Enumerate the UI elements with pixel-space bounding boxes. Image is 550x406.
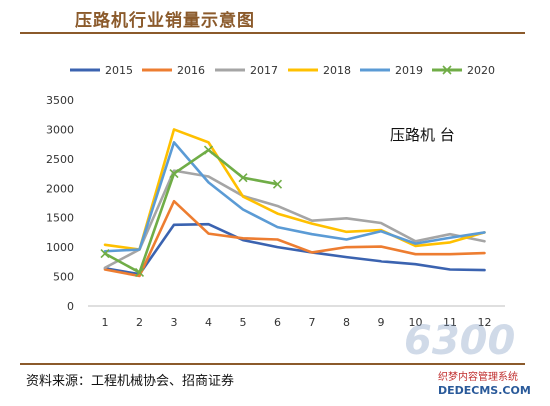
y-tick-label: 1000: [46, 241, 74, 254]
y-tick-label: 3000: [46, 123, 74, 136]
legend-item-2020: 2020: [432, 64, 495, 77]
marker-stroke: [272, 179, 283, 189]
y-tick-label: 2000: [46, 182, 74, 195]
legend-item-2015: 2015: [70, 64, 133, 77]
chart-legend: 2015 2016 2017 2018 2019 2020: [70, 64, 495, 77]
sales-line-chart: 2015 2016 2017 2018 2019 2020 0 500 1000 1500 200…: [46, 64, 505, 329]
data-point-2020: [169, 169, 179, 179]
legend-label: 2019: [395, 64, 423, 77]
legend-marker: [442, 65, 452, 75]
x-tick-label: 9: [378, 316, 385, 329]
x-tick-label: 11: [443, 316, 457, 329]
x-axis: 1 2 3 4 5 6 7 8 9 10 11 12: [88, 305, 505, 329]
title-rule: [20, 32, 525, 34]
legend-item-2019: 2019: [360, 64, 423, 77]
legend-label: 2020: [467, 64, 495, 77]
x-tick-label: 8: [343, 316, 350, 329]
y-tick-label: 0: [67, 300, 74, 313]
legend-label: 2017: [250, 64, 278, 77]
series-line-2016: [103, 199, 486, 278]
series-line-2020: [103, 148, 279, 274]
source-note: 资料来源：工程机械协会、招商证券: [26, 374, 235, 389]
x-tick-label: 2: [136, 316, 143, 329]
data-point-2020: [100, 249, 110, 259]
marker-stroke: [134, 267, 145, 278]
chart-annotation: 压路机 台: [390, 126, 455, 144]
x-tick-label: 7: [309, 316, 316, 329]
x-tick-label: 10: [409, 316, 423, 329]
y-tick-label: 1500: [46, 212, 74, 225]
legend-label: 2015: [105, 64, 133, 77]
x-tick-label: 1: [102, 316, 109, 329]
watermark-line1: 织梦内容管理系统: [438, 372, 518, 383]
y-tick-label: 3500: [46, 94, 74, 107]
y-tick-label: 500: [53, 271, 74, 284]
series-line-2015: [103, 222, 486, 276]
legend-item-2017: 2017: [215, 64, 278, 77]
legend-label: 2016: [177, 64, 205, 77]
watermark-brand: 6300: [404, 318, 516, 364]
legend-item-2016: 2016: [142, 64, 205, 77]
data-point-2020: [238, 173, 248, 183]
data-point-2020: [203, 145, 214, 155]
data-point-2020: [272, 179, 283, 189]
legend-item-2018: 2018: [288, 64, 351, 77]
y-tick-label: 2500: [46, 153, 74, 166]
x-tick-label: 12: [478, 316, 492, 329]
marker-stroke: [169, 169, 179, 179]
legend-label: 2018: [323, 64, 351, 77]
x-tick-label: 5: [240, 316, 247, 329]
page-title: 压路机行业销量示意图: [75, 11, 255, 31]
series-lines: [100, 128, 486, 278]
series-line-2018: [103, 128, 486, 251]
marker-stroke: [238, 173, 248, 183]
data-point-2020: [134, 267, 145, 278]
marker-stroke: [203, 145, 214, 155]
y-axis: 0 500 1000 1500 2000 2500 3000 3500: [46, 94, 74, 313]
x-tick-label: 4: [205, 316, 212, 329]
x-tick-label: 3: [171, 316, 178, 329]
marker-stroke: [100, 249, 110, 259]
series-line-2019: [103, 141, 486, 253]
source-rule: [20, 363, 525, 365]
series-line-2017: [103, 169, 486, 270]
watermark-line2: DEDECMS.COM: [438, 384, 531, 397]
x-tick-label: 6: [274, 316, 281, 329]
